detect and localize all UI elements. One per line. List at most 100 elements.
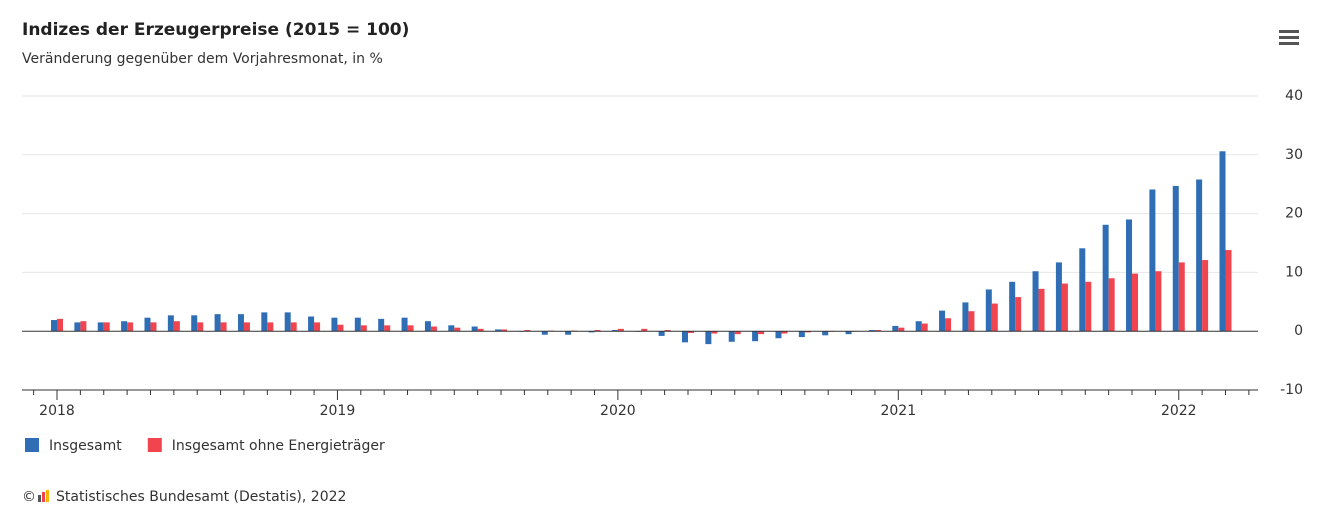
y-tick-label: 10 bbox=[1285, 264, 1303, 280]
y-tick-label: 40 bbox=[1285, 88, 1303, 104]
bar bbox=[687, 331, 694, 333]
y-tick-label: 0 bbox=[1294, 323, 1303, 339]
x-tick-label: 2019 bbox=[320, 403, 356, 419]
bar bbox=[1055, 262, 1062, 332]
bar bbox=[641, 328, 648, 332]
bar bbox=[758, 331, 765, 335]
bar bbox=[267, 322, 274, 332]
bar bbox=[711, 331, 718, 334]
bar bbox=[752, 331, 759, 342]
bar bbox=[728, 331, 735, 342]
logo-bar bbox=[38, 495, 41, 502]
bar bbox=[1202, 260, 1209, 332]
menu-button[interactable] bbox=[1279, 30, 1299, 45]
bar bbox=[664, 330, 671, 332]
bar bbox=[892, 325, 899, 332]
bar bbox=[314, 322, 321, 332]
bar bbox=[97, 322, 104, 332]
bar bbox=[775, 331, 782, 339]
bar bbox=[524, 330, 531, 332]
bar bbox=[968, 311, 975, 332]
y-tick-label: 20 bbox=[1285, 206, 1303, 222]
bar bbox=[103, 322, 110, 332]
bar bbox=[448, 325, 455, 332]
legend-swatch bbox=[25, 438, 39, 452]
chart-title: Indizes der Erzeugerpreise (2015 = 100) bbox=[22, 20, 409, 40]
bar bbox=[1085, 281, 1092, 332]
bar bbox=[173, 321, 180, 332]
copyright: © bbox=[22, 489, 36, 505]
bar bbox=[617, 328, 624, 332]
bar bbox=[1108, 278, 1115, 332]
bar bbox=[144, 317, 151, 332]
chart-subtitle: Veränderung gegenüber dem Vorjahresmonat… bbox=[22, 51, 383, 67]
bar bbox=[1061, 283, 1068, 332]
bar bbox=[1038, 288, 1045, 332]
bar bbox=[681, 331, 688, 343]
bar bbox=[845, 331, 852, 335]
bar bbox=[705, 331, 712, 345]
bar bbox=[495, 329, 502, 332]
bar bbox=[1219, 151, 1226, 332]
bar bbox=[991, 303, 998, 332]
bar bbox=[611, 330, 618, 332]
y-tick-label: 30 bbox=[1285, 147, 1303, 163]
x-tick-label: 2022 bbox=[1161, 403, 1197, 419]
bar bbox=[798, 331, 805, 338]
bar bbox=[477, 328, 484, 332]
bar bbox=[407, 325, 414, 332]
bar bbox=[57, 318, 63, 332]
bar bbox=[962, 302, 969, 332]
bar bbox=[424, 321, 431, 332]
legend-swatch bbox=[147, 438, 162, 452]
logo-bar bbox=[46, 490, 49, 502]
bar bbox=[565, 331, 572, 335]
bar bbox=[471, 326, 478, 332]
bar bbox=[868, 330, 875, 332]
bar bbox=[1172, 185, 1179, 332]
bar bbox=[74, 322, 81, 332]
bar bbox=[1149, 189, 1156, 332]
bar bbox=[1009, 281, 1016, 332]
legend-label: Insgesamt ohne Energieträger bbox=[172, 438, 385, 454]
bar bbox=[1225, 250, 1232, 332]
bar bbox=[898, 327, 905, 332]
bar bbox=[1196, 179, 1203, 332]
legend-label: Insgesamt bbox=[49, 438, 122, 454]
bar bbox=[1155, 271, 1162, 332]
bar bbox=[378, 318, 385, 332]
bar bbox=[594, 330, 601, 332]
bar bbox=[1079, 248, 1086, 332]
logo-bar bbox=[42, 492, 45, 502]
bar bbox=[384, 325, 391, 332]
bar bbox=[401, 317, 408, 332]
bar bbox=[284, 312, 291, 332]
source-logo: © bbox=[22, 489, 49, 505]
bar bbox=[214, 314, 221, 332]
bar bbox=[1178, 262, 1185, 332]
bar bbox=[331, 317, 338, 332]
bar bbox=[915, 321, 922, 332]
bar bbox=[822, 331, 829, 336]
x-tick-label: 2018 bbox=[39, 403, 75, 419]
bar bbox=[127, 322, 134, 332]
bar bbox=[1032, 271, 1039, 332]
bar bbox=[197, 322, 204, 332]
bar bbox=[454, 327, 461, 332]
bar bbox=[150, 322, 157, 332]
bar bbox=[360, 325, 367, 332]
bar bbox=[588, 331, 595, 333]
bar bbox=[541, 331, 548, 335]
bar bbox=[1102, 224, 1109, 332]
bar bbox=[804, 331, 811, 333]
bar bbox=[80, 321, 87, 332]
bar bbox=[781, 331, 788, 334]
bar bbox=[1132, 273, 1139, 332]
bar bbox=[658, 331, 665, 336]
bar bbox=[337, 324, 344, 332]
bar bbox=[1126, 219, 1133, 332]
y-tick-label: -10 bbox=[1280, 382, 1303, 398]
bar bbox=[1015, 297, 1022, 332]
bar bbox=[237, 314, 244, 332]
